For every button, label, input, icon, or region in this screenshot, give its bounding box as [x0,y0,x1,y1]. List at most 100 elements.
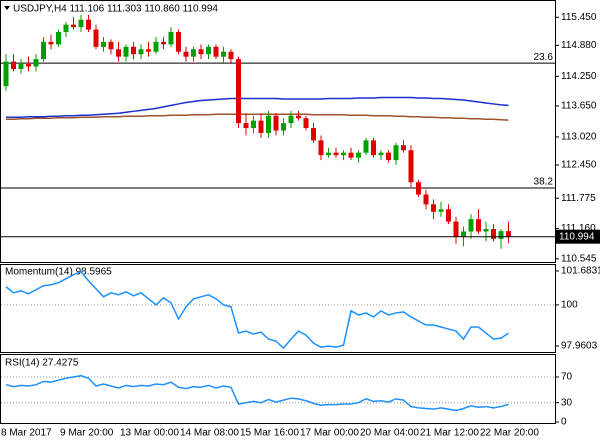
y-tick-label: 100 [561,300,578,311]
candle-body [101,41,106,47]
y-tick-label: 30 [561,397,573,408]
x-tick-label: 22 Mar 20:00 [480,428,539,439]
candle-body [378,152,384,156]
candle-body [401,145,406,151]
menu-icon [4,6,10,10]
moving-average [6,113,509,121]
candle-body [341,152,346,156]
candle-body [461,231,466,237]
candle-body [333,152,339,156]
candle-body [438,209,444,212]
indicator-line [5,374,509,412]
candle-body [161,41,166,45]
candle-body [288,115,294,124]
candle-body [273,115,279,131]
main-pane [0,0,556,263]
momentum-title: Momentum(14) 98.5965 [5,267,112,278]
candle-body [491,229,496,239]
candle-body [78,19,84,28]
candle-body [108,41,114,50]
candle-body [48,41,54,45]
candle-body [146,49,151,52]
candle-body [251,120,256,129]
candle-body [431,204,436,212]
candle-body [348,152,354,158]
candle-body [131,46,136,55]
chart-title: USDJPY,H4 111.106 111.303 110.860 110.99… [13,4,218,15]
candle-body [318,140,324,156]
candle-body [123,46,129,57]
candle-body [3,61,9,87]
candle-body [191,49,196,57]
y-tick-label: 110.545 [561,253,597,264]
candle-body [116,49,121,57]
y-tick-label: 113.650 [561,101,597,112]
candle-body [221,51,226,57]
candle-body [476,219,481,232]
candle-body [176,32,181,52]
last-price-box [555,229,600,244]
candle-body [33,59,39,67]
x-tick-label: 13 Mar 00:00 [120,428,179,439]
candle-body [311,128,316,141]
candle-body [468,219,474,232]
last-price-label: 110.994 [559,231,595,242]
x-tick-label: 14 Mar 08:00 [180,428,239,439]
candle-body [326,152,331,156]
candle-body [266,115,271,133]
candle-body [423,194,429,205]
y-tick-label: 97.9603 [561,341,598,352]
candle-body [386,152,391,161]
candle-body [371,140,376,156]
candle-body [303,118,309,129]
candle-body [206,46,211,55]
candle-body [11,61,16,69]
x-tick-label: 20 Mar 04:00 [360,428,419,439]
y-tick-label: 0 [561,417,567,428]
candle-body [18,64,24,69]
fib-level-label: 23.6 [534,52,554,63]
candle-body [138,49,144,55]
candle-body [56,32,61,45]
candle-body [453,221,459,237]
candle-body [41,41,46,60]
x-tick-label: 21 Mar 12:00 [420,428,479,439]
candle-body [408,150,414,183]
candle-body [168,32,174,45]
moving-average [6,96,509,118]
y-tick-label: 113.020 [561,132,597,143]
momentum-pane [0,264,556,353]
candle-body [483,229,489,232]
candle-body [228,51,234,60]
y-tick-label: 114.880 [561,40,597,51]
x-tick-label: 9 Mar 20:00 [60,428,114,439]
candle-body [183,51,189,57]
x-tick-label: 8 Mar 2017 [1,428,52,439]
candle-body [243,123,249,129]
indicator-line [5,270,509,350]
y-tick-label: 115.450 [561,12,597,23]
candle-body [506,231,511,237]
candle-body [498,231,504,239]
candle-body [236,59,241,124]
candle-body [356,152,361,158]
rsi-pane [0,354,556,424]
y-tick-label: 101.6831 [561,266,600,277]
candle-body [63,24,69,33]
candle-body [258,120,264,133]
candle-body [296,115,301,119]
x-tick-label: 17 Mar 00:00 [300,428,359,439]
candle-body [86,19,91,30]
rsi-title: RSI(14) 27.4275 [5,358,79,369]
y-tick-label: 70 [561,372,573,383]
y-tick-label: 114.250 [561,71,597,82]
fib-level-label: 38.2 [534,177,554,188]
x-tick-label: 15 Mar 16:00 [240,428,299,439]
y-tick-label: 111.160 [561,223,596,234]
candle-body [153,41,159,52]
candle-body [363,140,369,153]
y-tick-label: 111.775 [561,193,596,204]
candle-body [213,46,219,57]
